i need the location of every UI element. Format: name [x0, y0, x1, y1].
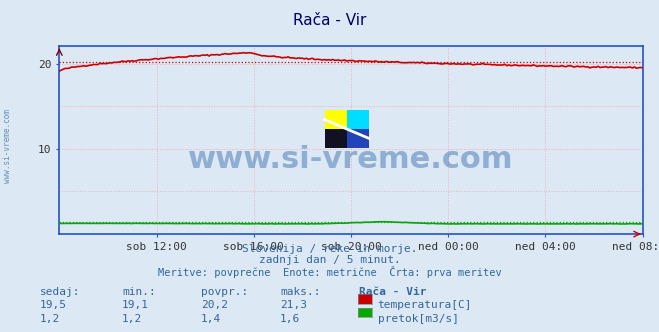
Text: 1,2: 1,2 [40, 314, 60, 324]
Bar [325, 129, 347, 148]
Text: Slovenija / reke in morje.: Slovenija / reke in morje. [242, 244, 417, 254]
Text: www.si-vreme.com: www.si-vreme.com [3, 109, 13, 183]
Text: Rača - Vir: Rača - Vir [359, 287, 426, 297]
Bar [347, 110, 369, 129]
Text: zadnji dan / 5 minut.: zadnji dan / 5 minut. [258, 255, 401, 265]
Text: 1,6: 1,6 [280, 314, 301, 324]
Text: temperatura[C]: temperatura[C] [378, 300, 472, 310]
Text: 19,5: 19,5 [40, 300, 67, 310]
Text: 20,2: 20,2 [201, 300, 228, 310]
Text: sedaj:: sedaj: [40, 287, 80, 297]
Bar [347, 129, 369, 148]
Bar [325, 110, 347, 129]
Text: 1,4: 1,4 [201, 314, 221, 324]
Text: min.:: min.: [122, 287, 156, 297]
Text: 19,1: 19,1 [122, 300, 149, 310]
Text: www.si-vreme.com: www.si-vreme.com [188, 144, 513, 174]
Text: 21,3: 21,3 [280, 300, 307, 310]
Text: Meritve: povprečne  Enote: metrične  Črta: prva meritev: Meritve: povprečne Enote: metrične Črta:… [158, 266, 501, 278]
Text: 1,2: 1,2 [122, 314, 142, 324]
Text: povpr.:: povpr.: [201, 287, 248, 297]
Text: pretok[m3/s]: pretok[m3/s] [378, 314, 459, 324]
Text: Rača - Vir: Rača - Vir [293, 13, 366, 28]
Text: maks.:: maks.: [280, 287, 320, 297]
